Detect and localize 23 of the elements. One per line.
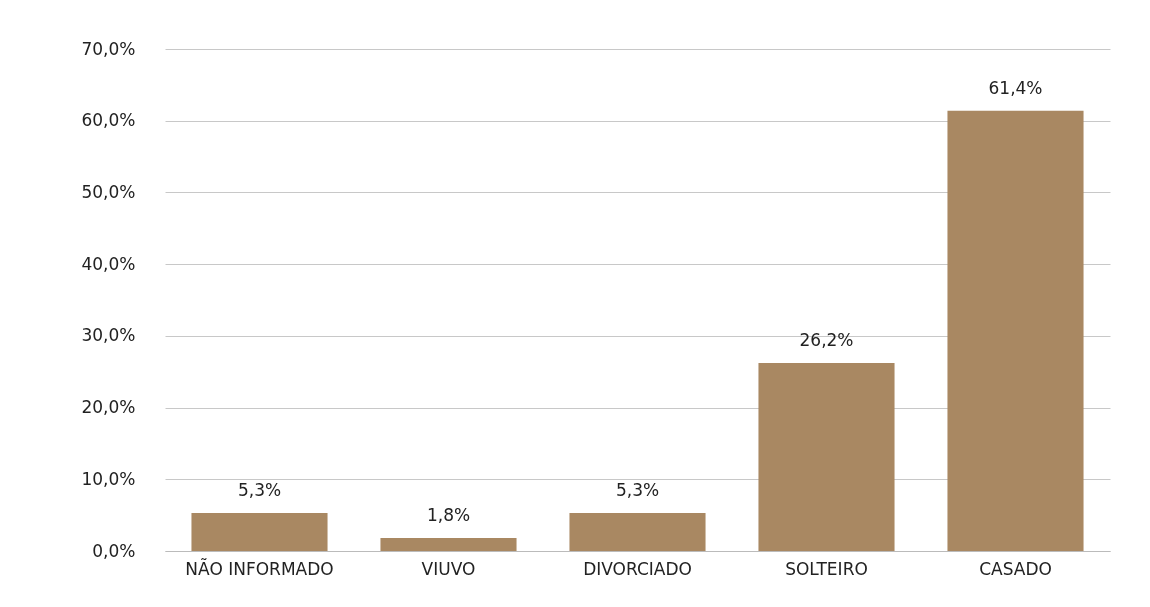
data-label: 5,3%: [615, 479, 660, 500]
bar: [947, 110, 1084, 551]
y-tick-label: 50,0%: [81, 181, 136, 202]
x-tick-label: NÃO INFORMADO: [185, 557, 334, 579]
y-tick-label: 60,0%: [81, 110, 136, 131]
x-tick-label: SOLTEIRO: [785, 558, 868, 579]
y-tick-label: 70,0%: [81, 38, 136, 59]
y-tick-label: 40,0%: [81, 253, 136, 274]
y-tick-label: 20,0%: [81, 397, 136, 418]
data-label: 61,4%: [988, 77, 1043, 98]
bar: [569, 512, 706, 551]
y-tick-label: 30,0%: [81, 325, 136, 346]
x-tick-label: VIUVO: [421, 558, 476, 579]
data-label: 1,8%: [426, 505, 471, 526]
x-tick-label: CASADO: [979, 558, 1052, 579]
y-tick-label: 0,0%: [92, 540, 136, 561]
bar: [380, 538, 517, 551]
data-label: 26,2%: [799, 330, 854, 351]
bar: [758, 363, 895, 551]
bar: [191, 512, 328, 551]
y-tick-label: 10,0%: [81, 468, 136, 489]
data-label: 5,3%: [237, 479, 282, 500]
x-tick-label: DIVORCIADO: [583, 558, 692, 579]
